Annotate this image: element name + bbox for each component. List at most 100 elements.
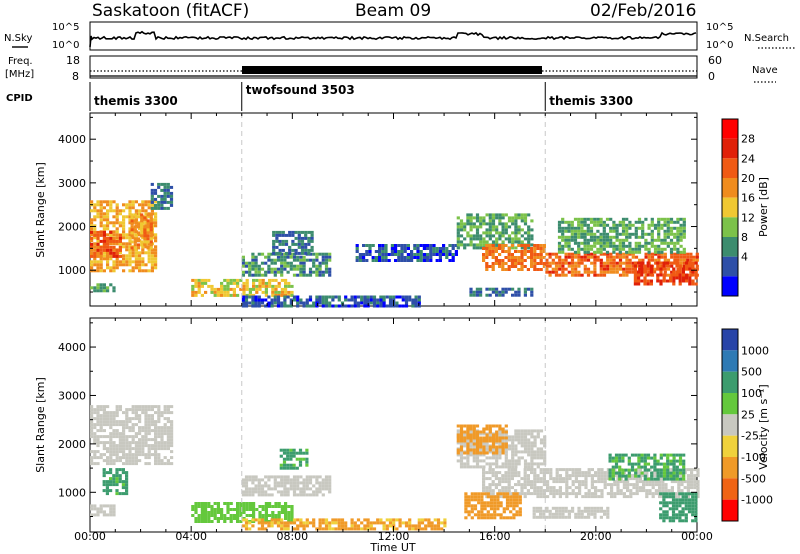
heatmap-cell — [254, 270, 258, 274]
heatmap-cell — [498, 450, 502, 454]
heatmap-cell — [261, 281, 265, 285]
heatmap-cell — [403, 250, 407, 253]
heatmap-cell — [532, 509, 536, 513]
heatmap-cell — [515, 504, 519, 508]
heatmap-cell — [470, 504, 474, 508]
heatmap-cell — [477, 513, 481, 517]
heatmap-cell — [278, 230, 282, 234]
heatmap-cell — [157, 462, 161, 466]
heatmap-cell — [557, 229, 562, 233]
heatmap-cell — [615, 232, 619, 236]
heatmap-cell — [122, 209, 126, 213]
heatmap-cell — [278, 242, 282, 246]
power-plot-frame — [89, 112, 698, 307]
heatmap-cell — [659, 492, 663, 496]
heatmap-cell — [564, 241, 568, 245]
heatmap-cell — [523, 237, 528, 241]
heatmap-cell — [112, 233, 116, 237]
heatmap-cell — [328, 267, 332, 271]
heatmap-cell — [511, 231, 515, 235]
heatmap-cell — [308, 487, 313, 491]
heatmap-cell — [542, 489, 546, 493]
heatmap-cell — [515, 495, 519, 499]
heatmap-cell — [318, 298, 322, 302]
heatmap-cell — [688, 282, 692, 286]
heatmap-cell — [665, 264, 669, 268]
heatmap-cell — [109, 254, 113, 258]
heatmap-cell — [157, 408, 161, 412]
heatmap-cell — [122, 257, 126, 261]
heatmap-cell — [488, 456, 492, 460]
heatmap-cell — [166, 200, 170, 204]
heatmap-cell — [691, 282, 695, 286]
heatmap-cell — [280, 505, 284, 508]
heatmap-cell — [144, 456, 148, 460]
heatmap-cell — [363, 527, 367, 531]
heatmap-cell — [567, 241, 571, 245]
heatmap-cell — [514, 265, 518, 268]
heatmap-cell — [324, 298, 329, 302]
heatmap-cell — [578, 486, 582, 490]
heatmap-cell — [372, 304, 377, 308]
heatmap-cell — [251, 295, 255, 299]
heatmap-cell — [469, 450, 473, 454]
heatmap-cell — [324, 484, 329, 488]
heatmap-cell — [118, 459, 122, 463]
colorbar-swatch — [722, 138, 738, 159]
heatmap-cell — [511, 438, 515, 442]
heatmap-cell — [169, 191, 174, 195]
heatmap-cell — [545, 267, 549, 271]
heatmap-cell — [445, 256, 449, 259]
heatmap-cell — [653, 244, 658, 248]
heatmap-cell — [587, 489, 591, 493]
colorbar-tick-label: -500 — [741, 472, 766, 485]
heatmap-cell — [144, 200, 148, 204]
heatmap-cell — [273, 261, 277, 265]
heatmap-cell — [498, 447, 502, 451]
heatmap-cell — [355, 250, 359, 253]
heatmap-cell — [565, 480, 569, 484]
heatmap-cell — [163, 423, 167, 427]
heatmap-cell — [93, 227, 97, 231]
heatmap-cell — [109, 283, 113, 287]
heatmap-cell — [128, 221, 132, 225]
heatmap-cell — [422, 259, 426, 262]
heatmap-cell — [656, 279, 660, 283]
heatmap-cell — [459, 234, 464, 238]
heatmap-cell — [498, 253, 502, 256]
heatmap-cell — [512, 495, 516, 499]
heatmap-cell — [539, 492, 543, 496]
heatmap-cell — [672, 474, 676, 478]
heatmap-cell — [90, 435, 94, 439]
heatmap-cell — [611, 477, 615, 481]
heatmap-cell — [627, 468, 631, 472]
heatmap-cell — [105, 480, 109, 484]
heatmap-cell — [274, 514, 278, 517]
heatmap-cell — [530, 228, 534, 232]
heatmap-cell — [561, 220, 565, 224]
heatmap-cell — [491, 253, 495, 256]
heatmap-cell — [392, 295, 396, 299]
heatmap-cell — [280, 273, 284, 277]
heatmap-cell — [366, 524, 370, 528]
heatmap-cell — [574, 480, 578, 484]
heatmap-cell — [485, 247, 489, 250]
heatmap-cell — [96, 513, 100, 517]
heatmap-cell — [637, 244, 642, 248]
heatmap-cell — [647, 226, 651, 230]
heatmap-cell — [583, 252, 587, 256]
heatmap-cell — [106, 513, 110, 517]
heatmap-cell — [622, 492, 626, 496]
heatmap-cell — [294, 230, 298, 234]
heatmap-cell — [379, 304, 383, 308]
heatmap-cell — [140, 216, 144, 220]
heatmap-cell — [443, 518, 447, 522]
heatmap-cell — [448, 259, 452, 262]
heatmap-cell — [131, 266, 135, 270]
heatmap-cell — [115, 230, 119, 234]
heatmap-cell — [580, 515, 584, 519]
heatmap-cell — [603, 483, 607, 487]
heatmap-cell — [242, 511, 246, 514]
heatmap-cell — [406, 247, 410, 250]
heatmap-cell — [686, 477, 690, 481]
